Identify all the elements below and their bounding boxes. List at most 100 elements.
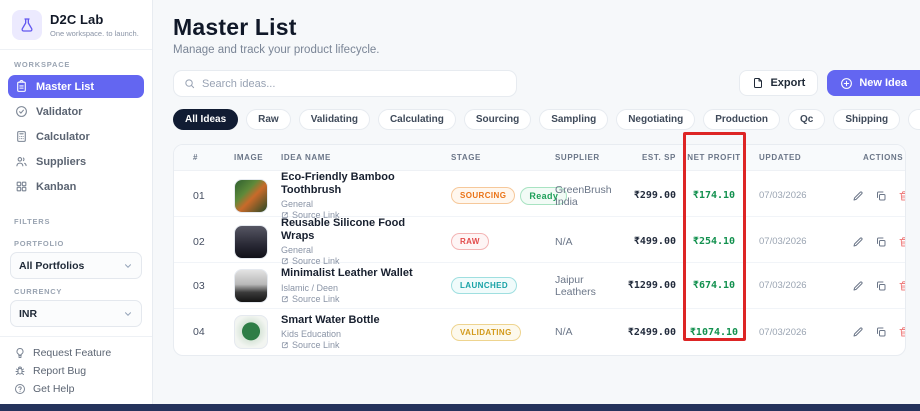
tab-shipping[interactable]: Shipping [833, 109, 901, 130]
edit-icon[interactable] [852, 236, 864, 248]
idea-category: General [281, 245, 314, 256]
duplicate-icon[interactable] [875, 280, 887, 292]
sidebar-item-label: Suppliers [36, 155, 87, 168]
export-button[interactable]: Export [739, 70, 819, 96]
est-sp-cell: ₹1299.00 [627, 280, 676, 291]
currency-select[interactable]: INR [10, 300, 142, 327]
new-idea-button[interactable]: New Idea [827, 70, 920, 96]
sidebar-item-validator[interactable]: Validator [8, 100, 144, 123]
source-link[interactable]: Source Link [281, 210, 436, 220]
stage-filter-tabs: All Ideas Raw Validating Calculating Sou… [173, 109, 920, 130]
source-link[interactable]: Source Link [281, 256, 436, 266]
new-idea-button-label: New Idea [859, 77, 907, 89]
check-circle-icon [15, 105, 28, 118]
duplicate-icon[interactable] [875, 190, 887, 202]
workspace-section-label: WORKSPACE [14, 60, 71, 69]
footer-item-label: Request Feature [33, 347, 112, 359]
tab-launch-ready[interactable]: Launch Ready [908, 109, 920, 130]
source-link[interactable]: Source Link [281, 340, 436, 350]
net-profit-cell: ₹674.10 [692, 280, 736, 291]
toolbar: Export New Idea [173, 70, 920, 98]
currency-label: CURRENCY [14, 287, 63, 296]
table-row: 02 Reusable Silicone Food Wraps General … [174, 217, 905, 266]
supplier-cell: GreenBrush India [555, 183, 612, 208]
portfolio-select[interactable]: All Portfolios [10, 252, 142, 279]
bug-icon [14, 365, 26, 377]
column-header-net-profit: NET PROFIT [687, 153, 741, 162]
updated-cell: 07/03/2026 [759, 190, 807, 202]
export-button-label: Export [770, 77, 806, 89]
sidebar-item-label: Validator [36, 105, 83, 118]
row-number: 02 [193, 235, 205, 248]
stage-badge: SOURCING [451, 187, 516, 205]
sidebar-item-suppliers[interactable]: Suppliers [8, 150, 144, 173]
source-link-label: Source Link [292, 210, 340, 221]
supplier-cell: N/A [555, 235, 573, 248]
idea-category: General [281, 199, 314, 210]
tab-sourcing[interactable]: Sourcing [463, 109, 532, 130]
edit-icon[interactable] [852, 280, 864, 292]
net-profit-cell: ₹174.10 [692, 190, 736, 202]
idea-thumbnail [234, 315, 268, 349]
tab-all-ideas[interactable]: All Ideas [173, 109, 239, 130]
footer-item-label: Report Bug [33, 365, 87, 377]
sidebar-item-master-list[interactable]: Master List [8, 75, 144, 98]
tab-raw[interactable]: Raw [246, 109, 291, 130]
tab-negotiating[interactable]: Negotiating [616, 109, 696, 130]
source-link[interactable]: Source Link [281, 294, 436, 304]
calculator-icon [15, 130, 28, 143]
search-input[interactable] [202, 77, 506, 90]
sidebar-item-calculator[interactable]: Calculator [8, 125, 144, 148]
main-content: Master List Manage and track your produc… [153, 0, 920, 404]
updated-cell: 07/03/2026 [759, 280, 807, 291]
column-header-num: # [193, 153, 199, 162]
footer-item-label: Get Help [33, 383, 75, 395]
column-header-image: IMAGE [234, 153, 264, 162]
delete-icon[interactable] [898, 190, 905, 202]
delete-icon[interactable] [898, 280, 905, 292]
chevron-down-icon [123, 261, 133, 271]
external-link-icon [281, 341, 289, 349]
page-title: Master List [173, 14, 297, 40]
column-header-stage: STAGE [451, 153, 481, 162]
search-icon [184, 78, 195, 89]
net-profit-cell: ₹1074.10 [689, 326, 739, 338]
get-help-link[interactable]: Get Help [6, 380, 146, 398]
est-sp-cell: ₹299.00 [633, 190, 676, 202]
table-row: 01 Eco-Friendly Bamboo Toothbrush Genera… [174, 171, 905, 220]
duplicate-icon[interactable] [875, 326, 887, 338]
table-row: 04 Smart Water Bottle Kids Education Sou… [174, 309, 905, 355]
column-header-est-sp: EST. SP [642, 153, 676, 162]
search-box[interactable] [173, 70, 517, 97]
edit-icon[interactable] [852, 326, 864, 338]
idea-name: Reusable Silicone Food Wraps [281, 217, 406, 243]
row-number: 04 [193, 326, 205, 338]
idea-name: Eco-Friendly Bamboo Toothbrush [281, 171, 395, 197]
updated-cell: 07/03/2026 [759, 236, 807, 248]
column-header-updated: UPDATED [759, 153, 802, 162]
row-number: 01 [193, 189, 205, 202]
brand-name: D2C Lab [50, 12, 104, 27]
stage-badge: LAUNCHED [451, 277, 518, 294]
tab-production[interactable]: Production [703, 109, 780, 130]
idea-thumbnail [234, 224, 268, 259]
table-header-row: # IMAGE IDEA NAME STAGE SUPPLIER EST. SP… [174, 145, 905, 171]
supplier-cell: N/A [555, 326, 573, 338]
tab-sampling[interactable]: Sampling [539, 109, 609, 130]
clipboard-icon [15, 80, 28, 93]
report-bug-link[interactable]: Report Bug [6, 362, 146, 380]
delete-icon[interactable] [898, 326, 905, 338]
column-header-supplier: SUPPLIER [555, 153, 600, 162]
edit-icon[interactable] [852, 190, 864, 202]
duplicate-icon[interactable] [875, 236, 887, 248]
brand-tagline: One workspace. to launch. [50, 29, 139, 38]
request-feature-link[interactable]: Request Feature [6, 344, 146, 362]
tab-qc[interactable]: Qc [787, 109, 826, 130]
sidebar-item-kanban[interactable]: Kanban [8, 175, 144, 198]
tab-calculating[interactable]: Calculating [377, 109, 456, 130]
filters-section-label: FILTERS [14, 217, 51, 226]
delete-icon[interactable] [898, 236, 905, 248]
help-circle-icon [14, 383, 26, 395]
tab-validating[interactable]: Validating [298, 109, 370, 130]
est-sp-cell: ₹2499.00 [627, 326, 676, 338]
